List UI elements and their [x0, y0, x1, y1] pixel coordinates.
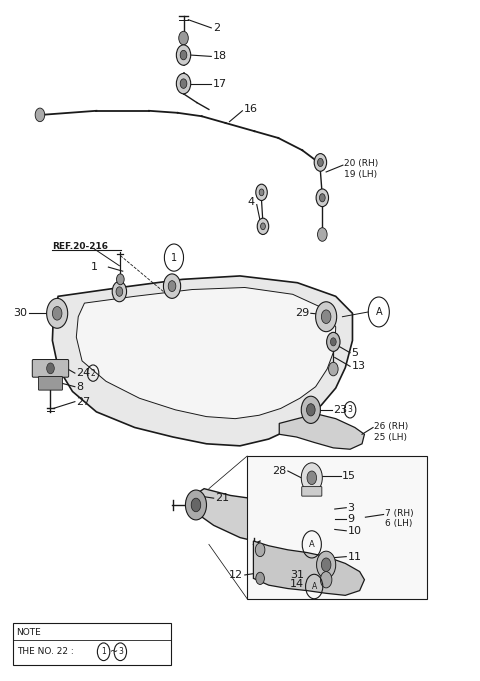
Circle shape: [261, 223, 265, 229]
Text: 11: 11: [348, 552, 362, 562]
Text: 4: 4: [247, 197, 254, 207]
Text: 21: 21: [215, 493, 229, 503]
Text: 26 (RH): 26 (RH): [374, 422, 409, 430]
Circle shape: [326, 332, 340, 351]
Text: 1: 1: [171, 253, 177, 263]
Text: 10: 10: [348, 526, 362, 536]
Text: 27: 27: [76, 396, 91, 407]
Text: 9: 9: [348, 513, 355, 524]
Text: 7 (RH): 7 (RH): [385, 509, 414, 518]
Circle shape: [318, 227, 327, 241]
Circle shape: [168, 281, 176, 291]
Text: A: A: [309, 540, 315, 549]
Circle shape: [112, 281, 127, 302]
Text: ~: ~: [110, 647, 119, 656]
Circle shape: [185, 490, 206, 520]
Text: 3: 3: [348, 405, 352, 414]
Text: 25 (LH): 25 (LH): [374, 432, 408, 441]
Text: A: A: [312, 582, 317, 591]
Circle shape: [35, 108, 45, 122]
Circle shape: [176, 45, 191, 65]
Text: 13: 13: [351, 362, 365, 371]
Text: 6 (LH): 6 (LH): [385, 520, 412, 528]
Text: 12: 12: [229, 570, 243, 580]
Text: 18: 18: [213, 52, 228, 61]
Circle shape: [259, 189, 264, 195]
Circle shape: [176, 74, 191, 94]
Circle shape: [316, 189, 328, 206]
Circle shape: [256, 572, 264, 584]
Circle shape: [52, 306, 62, 320]
Circle shape: [301, 396, 321, 424]
Text: 3: 3: [348, 503, 355, 513]
Text: 28: 28: [272, 466, 286, 476]
Text: REF.20-216: REF.20-216: [52, 242, 108, 251]
Circle shape: [318, 159, 323, 167]
Circle shape: [317, 551, 336, 578]
Polygon shape: [253, 541, 364, 595]
Circle shape: [179, 31, 188, 45]
Circle shape: [116, 287, 123, 296]
Circle shape: [307, 471, 317, 485]
Circle shape: [117, 274, 124, 285]
Text: 20 (RH): 20 (RH): [344, 159, 379, 168]
Circle shape: [180, 50, 187, 60]
Circle shape: [47, 298, 68, 328]
Circle shape: [307, 404, 315, 416]
Circle shape: [322, 310, 331, 323]
Polygon shape: [186, 489, 340, 548]
Circle shape: [47, 363, 54, 374]
Polygon shape: [76, 287, 336, 419]
FancyBboxPatch shape: [38, 377, 62, 390]
Circle shape: [314, 154, 326, 172]
Text: 19 (LH): 19 (LH): [344, 170, 377, 179]
Polygon shape: [279, 414, 364, 449]
Text: 2: 2: [213, 23, 220, 33]
Circle shape: [255, 543, 265, 556]
Circle shape: [257, 218, 269, 234]
Circle shape: [256, 184, 267, 200]
Text: 1: 1: [101, 647, 106, 656]
Text: 15: 15: [342, 471, 356, 481]
Text: 23: 23: [333, 405, 348, 415]
Text: A: A: [375, 307, 382, 317]
Text: 2: 2: [91, 368, 96, 378]
Text: 31: 31: [290, 570, 304, 580]
FancyBboxPatch shape: [247, 456, 427, 599]
Circle shape: [321, 571, 332, 588]
Circle shape: [191, 498, 201, 511]
Text: 5: 5: [351, 348, 359, 358]
Text: 30: 30: [13, 308, 27, 318]
Text: 24: 24: [76, 368, 91, 378]
Text: 3: 3: [118, 647, 123, 656]
Circle shape: [180, 79, 187, 89]
Text: 1: 1: [91, 262, 97, 272]
Text: 17: 17: [213, 78, 228, 89]
Text: 16: 16: [244, 104, 258, 114]
Text: 29: 29: [295, 308, 309, 318]
FancyBboxPatch shape: [32, 360, 69, 377]
Circle shape: [328, 362, 338, 376]
Text: THE NO. 22 :: THE NO. 22 :: [17, 647, 77, 656]
Circle shape: [163, 274, 180, 298]
Text: 14: 14: [290, 579, 304, 589]
Text: 8: 8: [76, 382, 84, 392]
Polygon shape: [52, 276, 352, 446]
Circle shape: [316, 302, 336, 332]
FancyBboxPatch shape: [302, 487, 322, 496]
Circle shape: [320, 193, 325, 202]
Text: NOTE: NOTE: [16, 628, 41, 637]
Circle shape: [322, 558, 331, 571]
Circle shape: [330, 338, 336, 346]
Bar: [12, 623, 170, 665]
Circle shape: [301, 463, 323, 493]
